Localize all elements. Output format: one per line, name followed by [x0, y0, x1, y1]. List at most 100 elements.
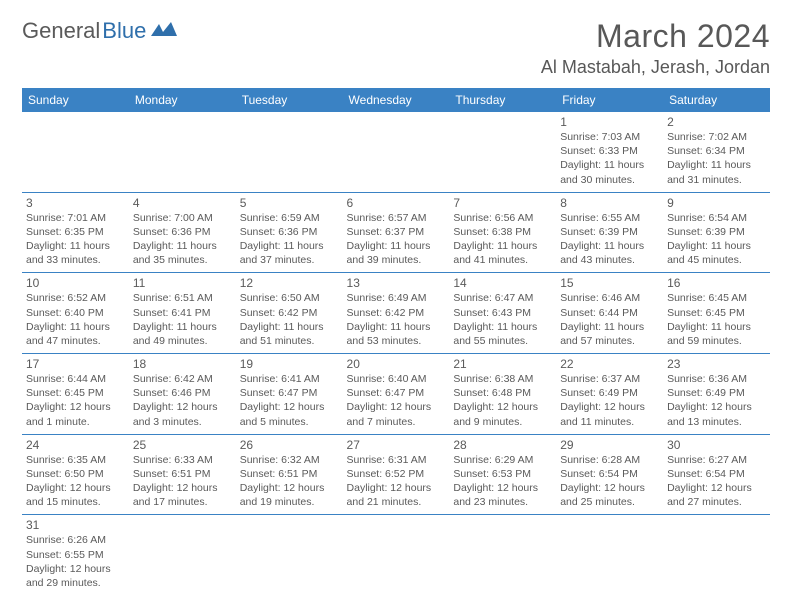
- day-number: 31: [26, 518, 125, 532]
- calendar-cell: 2Sunrise: 7:02 AMSunset: 6:34 PMDaylight…: [663, 112, 770, 192]
- daylight-text: Daylight: 11 hours and 47 minutes.: [26, 320, 125, 348]
- calendar-cell: 7Sunrise: 6:56 AMSunset: 6:38 PMDaylight…: [449, 192, 556, 273]
- day-number: 16: [667, 276, 766, 290]
- daylight-text: Daylight: 11 hours and 43 minutes.: [560, 239, 659, 267]
- sunset-text: Sunset: 6:50 PM: [26, 467, 125, 481]
- sunrise-text: Sunrise: 6:51 AM: [133, 291, 232, 305]
- brand-logo: GeneralBlue: [22, 18, 177, 44]
- sunset-text: Sunset: 6:36 PM: [240, 225, 339, 239]
- calendar-cell: 31Sunrise: 6:26 AMSunset: 6:55 PMDayligh…: [22, 515, 129, 595]
- daylight-text: Daylight: 11 hours and 49 minutes.: [133, 320, 232, 348]
- day-number: 5: [240, 196, 339, 210]
- day-number: 1: [560, 115, 659, 129]
- day-number: 14: [453, 276, 552, 290]
- calendar-body: 1Sunrise: 7:03 AMSunset: 6:33 PM Daylight…: [22, 112, 770, 595]
- day-number: 17: [26, 357, 125, 371]
- sunrise-text: Sunrise: 6:55 AM: [560, 211, 659, 225]
- sunrise-text: Sunrise: 6:26 AM: [26, 533, 125, 547]
- sunset-text: Sunset: 6:45 PM: [667, 306, 766, 320]
- calendar-row: 24Sunrise: 6:35 AMSunset: 6:50 PMDayligh…: [22, 434, 770, 515]
- sunrise-text: Sunrise: 6:59 AM: [240, 211, 339, 225]
- calendar-cell: 17Sunrise: 6:44 AMSunset: 6:45 PMDayligh…: [22, 354, 129, 435]
- sunset-text: Sunset: 6:41 PM: [133, 306, 232, 320]
- sunset-text: Sunset: 6:40 PM: [26, 306, 125, 320]
- sunset-text: Sunset: 6:52 PM: [347, 467, 446, 481]
- title-block: March 2024 Al Mastabah, Jerash, Jordan: [541, 18, 770, 78]
- calendar-cell: 30Sunrise: 6:27 AMSunset: 6:54 PMDayligh…: [663, 434, 770, 515]
- daylight-text: Daylight: 12 hours and 5 minutes.: [240, 400, 339, 428]
- calendar-cell: 22Sunrise: 6:37 AMSunset: 6:49 PMDayligh…: [556, 354, 663, 435]
- sunset-text: Sunset: 6:38 PM: [453, 225, 552, 239]
- sunrise-text: Sunrise: 6:29 AM: [453, 453, 552, 467]
- calendar-cell: 3Sunrise: 7:01 AMSunset: 6:35 PMDaylight…: [22, 192, 129, 273]
- sunrise-text: Sunrise: 6:36 AM: [667, 372, 766, 386]
- daylight-text: Daylight: 12 hours and 17 minutes.: [133, 481, 232, 509]
- daylight-text: Daylight: 12 hours and 7 minutes.: [347, 400, 446, 428]
- calendar-cell: 9Sunrise: 6:54 AMSunset: 6:39 PMDaylight…: [663, 192, 770, 273]
- day-number: 10: [26, 276, 125, 290]
- brand-part2: Blue: [102, 18, 146, 44]
- sunrise-text: Sunrise: 6:28 AM: [560, 453, 659, 467]
- daylight-text: Daylight: 12 hours and 19 minutes.: [240, 481, 339, 509]
- calendar-cell: [236, 515, 343, 595]
- day-number: 6: [347, 196, 446, 210]
- calendar-cell: [449, 515, 556, 595]
- day-number: 21: [453, 357, 552, 371]
- sunset-text: Sunset: 6:37 PM: [347, 225, 446, 239]
- sunset-text: Sunset: 6:47 PM: [347, 386, 446, 400]
- calendar-cell: 6Sunrise: 6:57 AMSunset: 6:37 PMDaylight…: [343, 192, 450, 273]
- sunset-text: Sunset: 6:55 PM: [26, 548, 125, 562]
- daylight-text: Daylight: 11 hours and 31 minutes.: [667, 158, 766, 186]
- day-number: 22: [560, 357, 659, 371]
- sunset-text: Sunset: 6:34 PM: [667, 144, 766, 158]
- day-header: Friday: [556, 88, 663, 112]
- day-number: 12: [240, 276, 339, 290]
- day-number: 19: [240, 357, 339, 371]
- day-header: Tuesday: [236, 88, 343, 112]
- sunrise-text: Sunrise: 6:57 AM: [347, 211, 446, 225]
- daylight-text: Daylight: 12 hours and 3 minutes.: [133, 400, 232, 428]
- day-number: 7: [453, 196, 552, 210]
- calendar-cell: 4Sunrise: 7:00 AMSunset: 6:36 PMDaylight…: [129, 192, 236, 273]
- day-number: 23: [667, 357, 766, 371]
- sunrise-text: Sunrise: 6:31 AM: [347, 453, 446, 467]
- daylight-text: Daylight: 11 hours and 37 minutes.: [240, 239, 339, 267]
- month-title: March 2024: [541, 18, 770, 55]
- calendar-cell: 5Sunrise: 6:59 AMSunset: 6:36 PMDaylight…: [236, 192, 343, 273]
- daylight-text: Daylight: 11 hours and 45 minutes.: [667, 239, 766, 267]
- daylight-text: Daylight: 11 hours and 39 minutes.: [347, 239, 446, 267]
- calendar-cell: 1Sunrise: 7:03 AMSunset: 6:33 PMDaylight…: [556, 112, 663, 192]
- daylight-text: Daylight: 11 hours and 59 minutes.: [667, 320, 766, 348]
- day-number: 9: [667, 196, 766, 210]
- sunset-text: Sunset: 6:45 PM: [26, 386, 125, 400]
- daylight-text: Daylight: 11 hours and 57 minutes.: [560, 320, 659, 348]
- calendar-cell: 13Sunrise: 6:49 AMSunset: 6:42 PMDayligh…: [343, 273, 450, 354]
- daylight-text: Daylight: 12 hours and 15 minutes.: [26, 481, 125, 509]
- day-number: 26: [240, 438, 339, 452]
- daylight-text: Daylight: 11 hours and 33 minutes.: [26, 239, 125, 267]
- sunrise-text: Sunrise: 6:33 AM: [133, 453, 232, 467]
- page-header: GeneralBlue March 2024 Al Mastabah, Jera…: [22, 18, 770, 78]
- day-number: 18: [133, 357, 232, 371]
- sunset-text: Sunset: 6:54 PM: [667, 467, 766, 481]
- calendar-cell: [129, 515, 236, 595]
- daylight-text: Daylight: 11 hours and 35 minutes.: [133, 239, 232, 267]
- sunrise-text: Sunrise: 6:40 AM: [347, 372, 446, 386]
- sunrise-text: Sunrise: 7:03 AM: [560, 130, 659, 144]
- calendar-cell: [343, 112, 450, 192]
- calendar-cell: 15Sunrise: 6:46 AMSunset: 6:44 PMDayligh…: [556, 273, 663, 354]
- sunrise-text: Sunrise: 6:52 AM: [26, 291, 125, 305]
- sunset-text: Sunset: 6:33 PM: [560, 144, 659, 158]
- sunset-text: Sunset: 6:43 PM: [453, 306, 552, 320]
- day-number: 11: [133, 276, 232, 290]
- calendar-cell: 20Sunrise: 6:40 AMSunset: 6:47 PMDayligh…: [343, 354, 450, 435]
- day-number: 4: [133, 196, 232, 210]
- daylight-text: Daylight: 12 hours and 29 minutes.: [26, 562, 125, 590]
- calendar-cell: [343, 515, 450, 595]
- sunrise-text: Sunrise: 7:01 AM: [26, 211, 125, 225]
- flag-icon: [151, 22, 177, 40]
- daylight-text: Daylight: 12 hours and 11 minutes.: [560, 400, 659, 428]
- daylight-text: Daylight: 12 hours and 23 minutes.: [453, 481, 552, 509]
- calendar-row: 1Sunrise: 7:03 AMSunset: 6:33 PM Daylight…: [22, 112, 770, 192]
- sunrise-text: Sunrise: 6:50 AM: [240, 291, 339, 305]
